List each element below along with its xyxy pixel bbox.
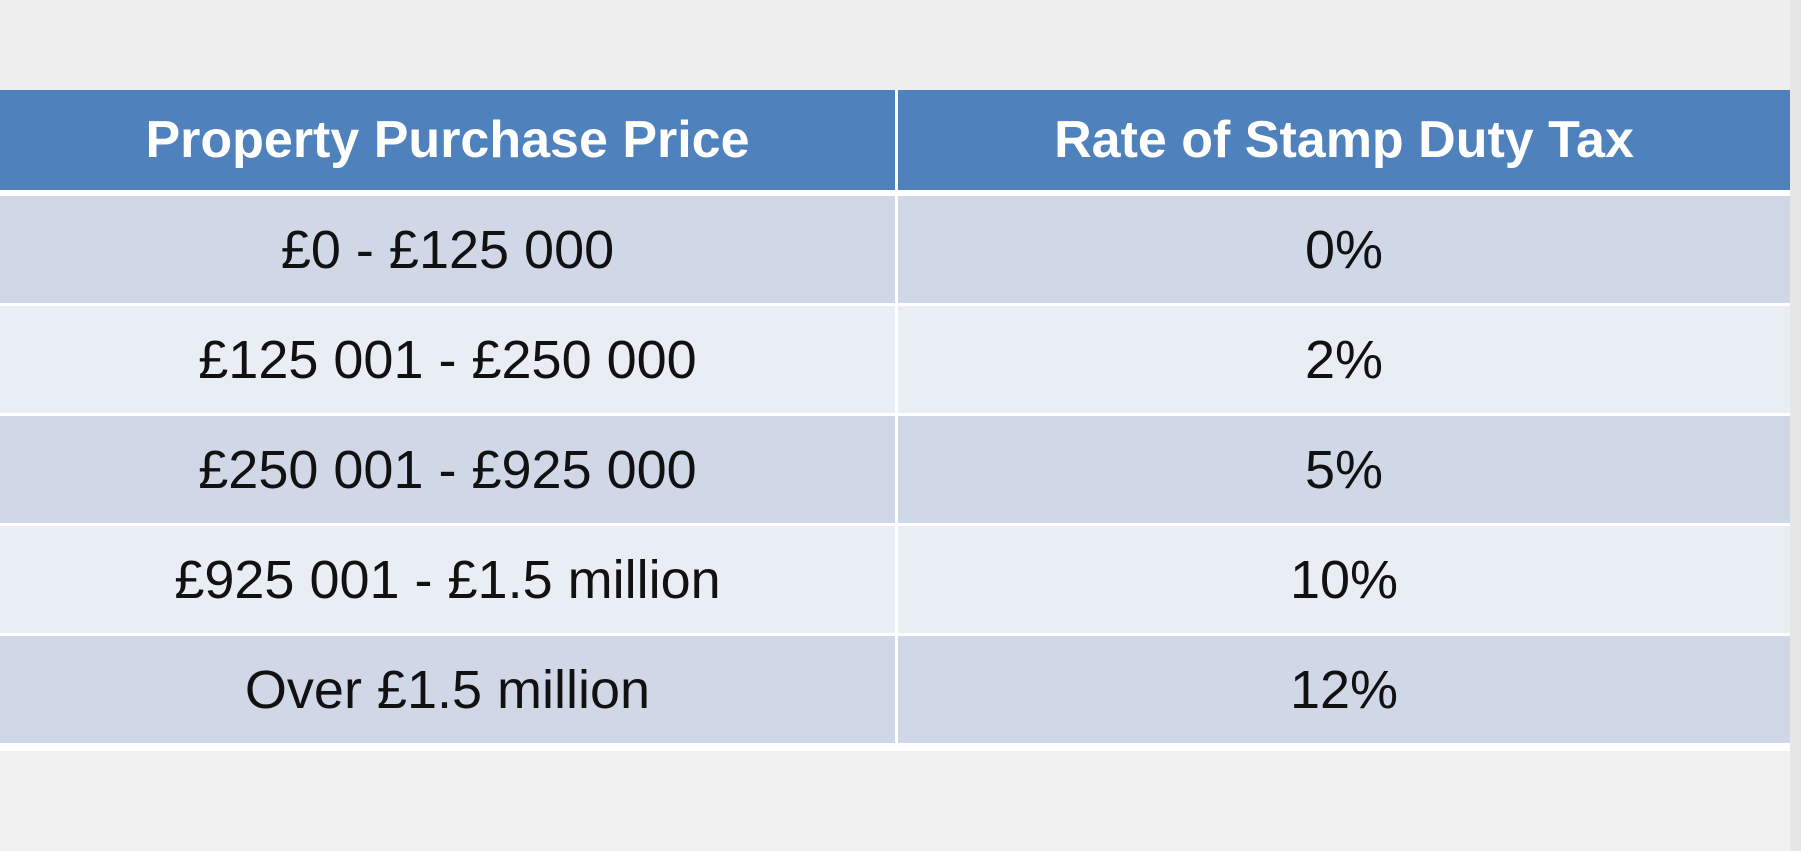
rate-cell: 2% (898, 306, 1790, 416)
price-cell: £250 001 - £925 000 (0, 416, 898, 526)
column-header-price: Property Purchase Price (0, 90, 898, 196)
price-cell: £925 001 - £1.5 million (0, 526, 898, 636)
price-cell: £125 001 - £250 000 (0, 306, 898, 416)
bottom-margin (0, 751, 1801, 851)
column-header-rate: Rate of Stamp Duty Tax (898, 90, 1790, 196)
rate-cell: 0% (898, 196, 1790, 306)
rate-cell: 5% (898, 416, 1790, 526)
price-cell: £0 - £125 000 (0, 196, 898, 306)
top-margin (0, 0, 1801, 90)
rate-cell: 12% (898, 636, 1790, 746)
price-cell: Over £1.5 million (0, 636, 898, 746)
stamp-duty-table: Property Purchase Price Rate of Stamp Du… (0, 90, 1790, 746)
rate-cell: 10% (898, 526, 1790, 636)
right-edge (1790, 0, 1801, 851)
